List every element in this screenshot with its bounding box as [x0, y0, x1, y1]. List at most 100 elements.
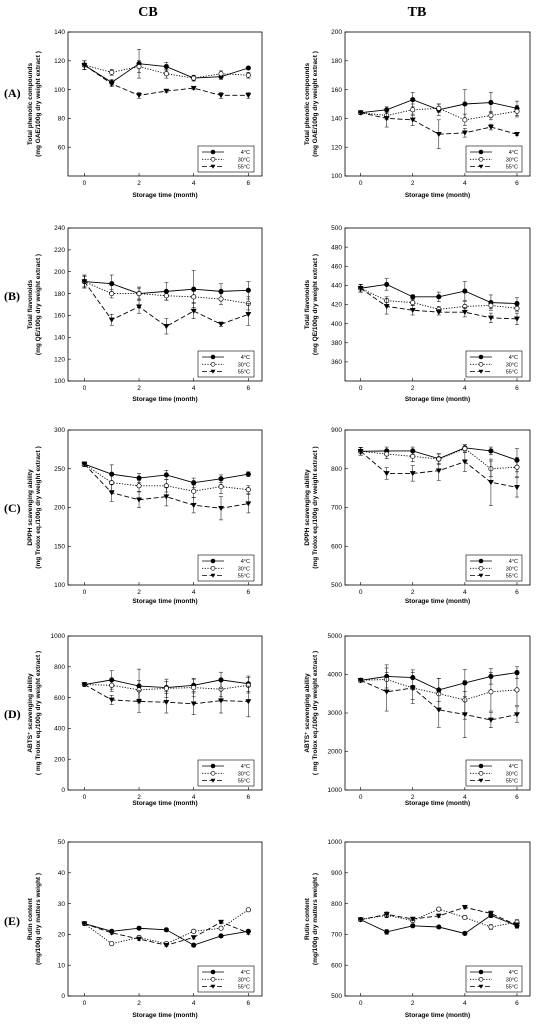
legend-marker	[478, 573, 484, 578]
x-tick-label: 2	[137, 385, 141, 392]
y-tick-label: 140	[331, 116, 342, 123]
data-point	[357, 678, 364, 684]
plot-frame	[67, 635, 263, 791]
data-point	[218, 925, 224, 931]
data-point	[109, 281, 115, 287]
x-tick-label: 0	[83, 180, 87, 187]
legend-marker	[478, 369, 484, 374]
y-tick-label: 120	[54, 58, 65, 65]
data-point	[410, 923, 416, 929]
plot-frame	[67, 31, 263, 177]
data-point	[163, 88, 170, 94]
data-point	[513, 131, 521, 138]
legend-label: 55°C	[238, 370, 250, 376]
legend-marker	[478, 149, 484, 155]
legend-marker	[478, 558, 484, 564]
legend-marker	[210, 984, 216, 989]
legend-marker	[210, 369, 216, 374]
y-tick-label: 1000	[328, 839, 343, 846]
x-tick-label: 0	[359, 1000, 363, 1007]
legend-label: 4°C	[241, 764, 250, 770]
data-point	[218, 71, 224, 77]
x-tick-label: 6	[515, 794, 519, 801]
chart-C-TB: 500 600 700 800 900 0 2 4 6 DPPH scavenging abili…	[304, 427, 531, 605]
plot-frame	[344, 841, 531, 997]
x-tick-label: 6	[247, 385, 251, 392]
x-axis-label: Storage time (month)	[132, 192, 197, 199]
data-point	[461, 309, 468, 316]
data-point	[217, 919, 225, 925]
y-tick-label: 250	[54, 466, 65, 473]
y-axis-label: ( mg Trolox eq./100g dry weight extract …	[35, 651, 42, 775]
y-tick-label: 140	[54, 29, 65, 36]
data-point	[136, 936, 143, 942]
data-point	[191, 286, 197, 292]
x-axis-label: Storage time (month)	[405, 800, 470, 807]
data-point	[435, 131, 442, 138]
chart-D-TB: 1000 2000 3000 4000 5000 0 2 4 6 ABTS⁺ scavenging…	[304, 633, 531, 807]
data-point	[108, 81, 115, 87]
y-tick-label: 200	[331, 29, 342, 36]
legend-marker	[210, 969, 216, 975]
data-point	[245, 312, 252, 318]
x-tick-label: 2	[411, 385, 415, 392]
chart-D-CB: 0 200 400 600 800 1000 0 2 4 6 ABTS⁺ scavenging ab…	[27, 633, 263, 807]
legend-marker	[210, 770, 216, 776]
x-axis-label: Storage time (month)	[132, 1012, 197, 1019]
chart-A-CB: 60 80 100 120 140 0 2 4 6 Total phenolic compound…	[27, 29, 263, 199]
legend-label: 4°C	[509, 150, 518, 156]
plot-frame	[344, 31, 531, 177]
x-tick-label: 4	[192, 794, 196, 801]
legend-box	[197, 759, 255, 787]
legend: 4°C30°C 55°C	[465, 965, 523, 993]
data-point	[462, 914, 468, 921]
y-tick-label: 50	[58, 839, 66, 846]
legend: 4°C30°C 55°C	[465, 145, 523, 173]
data-point	[462, 101, 468, 107]
data-point	[461, 130, 468, 136]
x-tick-label: 6	[247, 180, 251, 187]
y-tick-label: 1000	[51, 633, 66, 640]
legend-box	[465, 759, 523, 787]
row-label: (E)	[4, 914, 20, 928]
data-point	[218, 933, 224, 939]
series-line	[84, 909, 249, 945]
data-point	[384, 451, 390, 457]
data-point	[108, 490, 115, 496]
y-axis-label: Total phenolic compounds	[304, 63, 311, 146]
legend-marker	[210, 558, 216, 564]
legend-label: 55°C	[238, 779, 250, 785]
y-tick-label: 120	[331, 144, 342, 151]
y-axis-label: Total phenolic compounds	[27, 63, 34, 146]
y-axis-label: ( mg Trolox eq./100g dry weight extract …	[312, 651, 319, 775]
y-tick-label: 460	[331, 263, 342, 270]
data-point	[462, 288, 468, 294]
x-tick-label: 6	[515, 385, 519, 392]
x-tick-label: 2	[137, 794, 141, 801]
legend-label: 30°C	[238, 566, 250, 572]
data-point	[462, 117, 468, 123]
x-tick-label: 6	[247, 589, 251, 596]
y-tick-label: 1000	[328, 787, 343, 794]
y-tick-label: 20	[58, 932, 66, 939]
legend-label: 55°C	[506, 370, 518, 376]
legend: 4°C30°C 55°C	[197, 350, 255, 378]
data-point	[487, 315, 494, 321]
data-point	[81, 62, 88, 69]
data-point	[357, 285, 364, 292]
data-point	[136, 483, 142, 489]
y-tick-label: 300	[54, 427, 65, 434]
data-point	[217, 506, 225, 512]
legend-label: 30°C	[506, 566, 518, 572]
x-tick-label: 2	[137, 1000, 141, 1007]
x-tick-label: 2	[137, 589, 141, 596]
data-point	[410, 107, 416, 113]
plot-frame	[67, 227, 263, 382]
legend: 4°C30°C 55°C	[465, 350, 523, 378]
data-point	[136, 497, 143, 503]
x-tick-label: 4	[192, 180, 196, 187]
legend-marker	[210, 573, 216, 578]
x-tick-label: 4	[192, 589, 196, 596]
legend-marker	[478, 763, 484, 769]
